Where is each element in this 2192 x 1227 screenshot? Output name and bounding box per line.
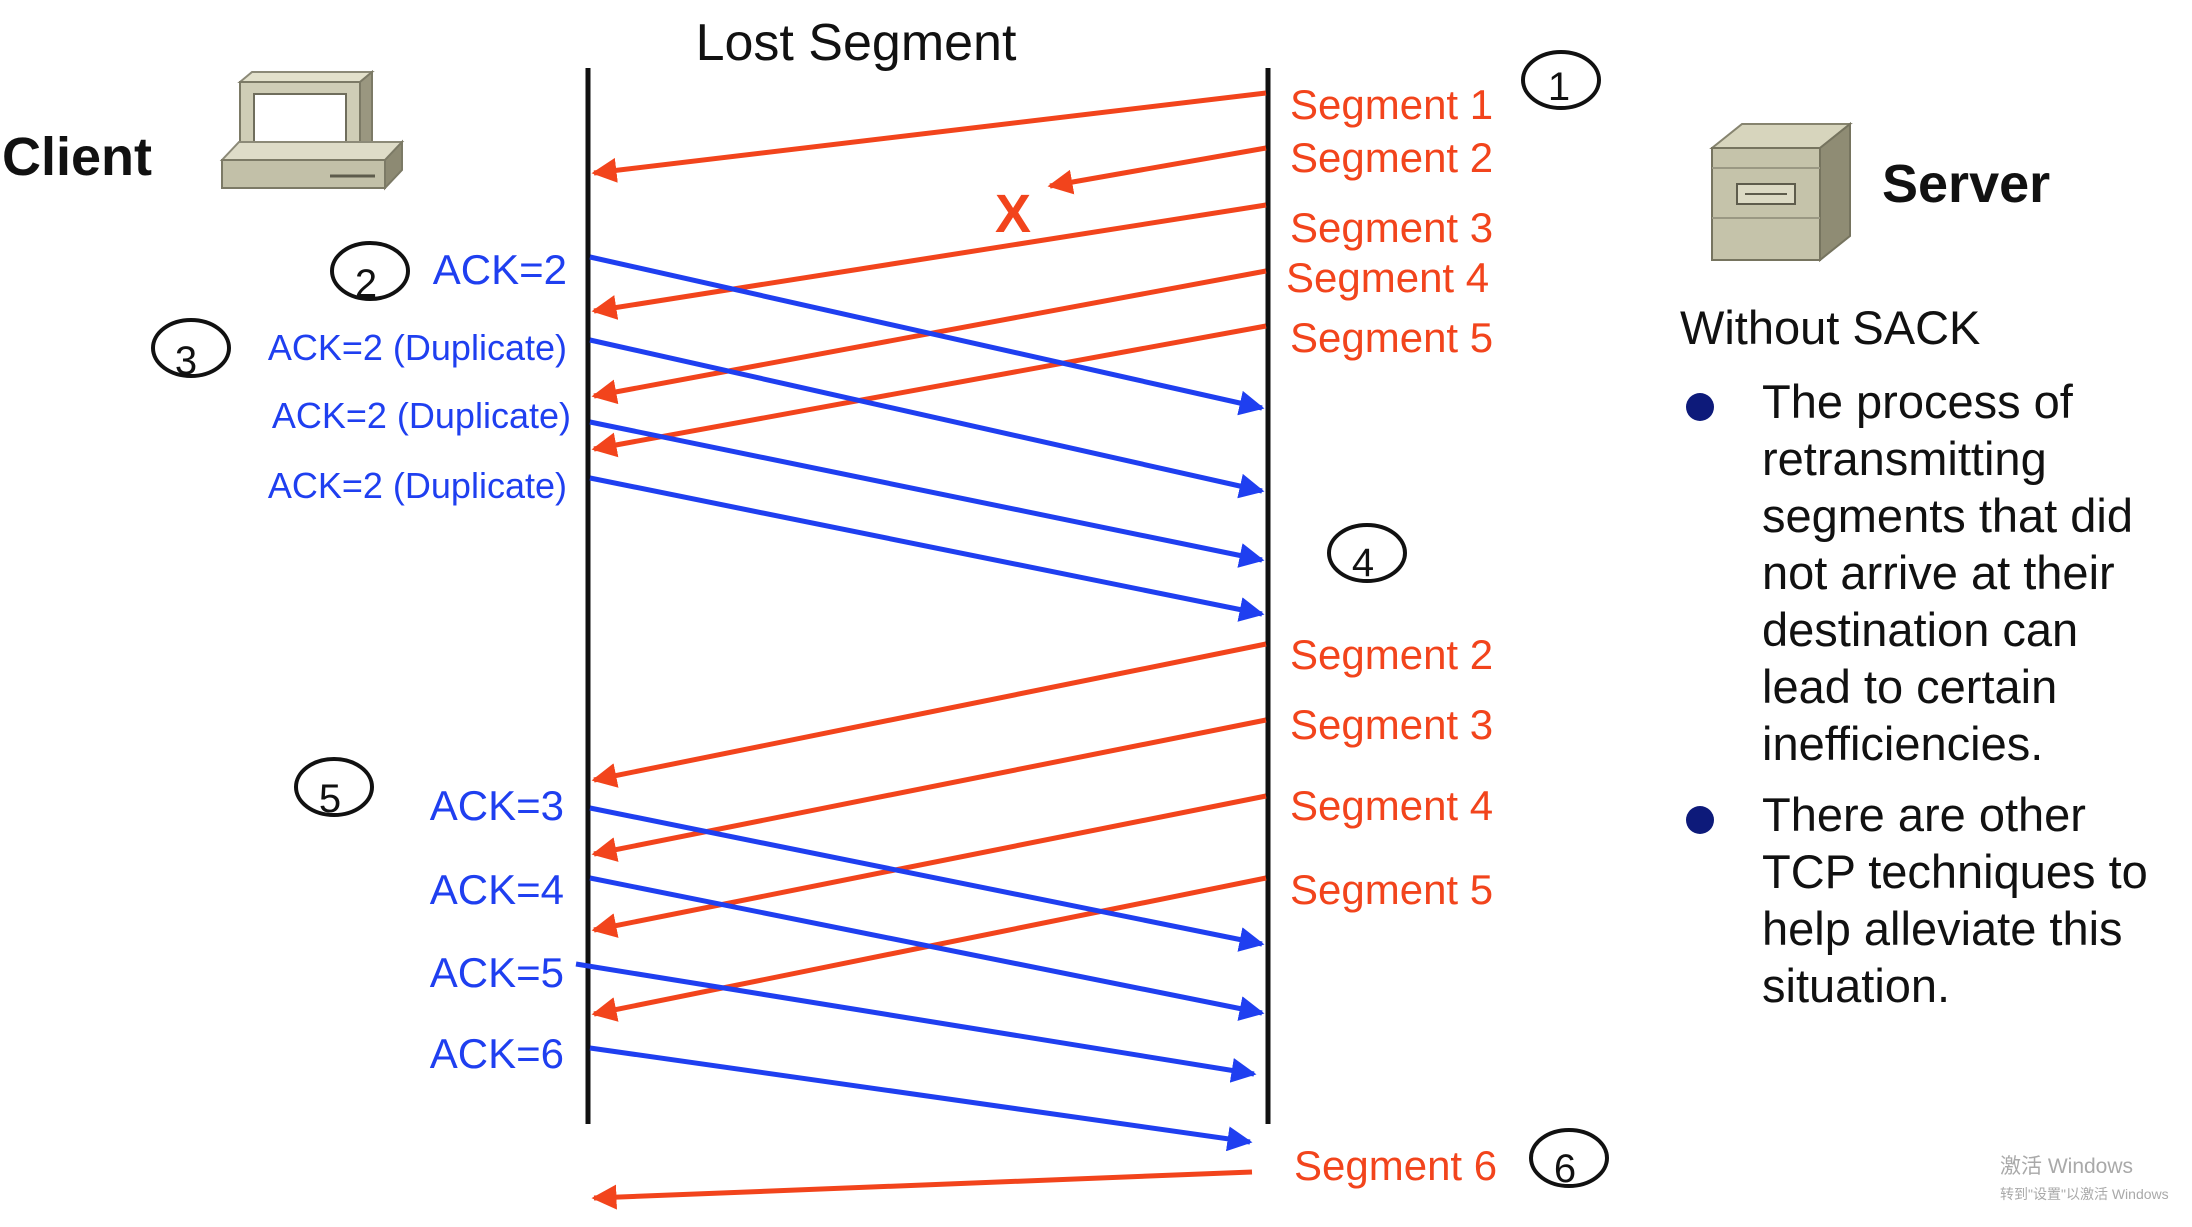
explanation-panel: Without SACK The process of retransmitti… [1680,300,2180,1028]
segment-3-arrow [591,202,1267,320]
ack-3-arrow [589,805,1265,952]
step-circle [294,757,374,817]
bullet-text: The process of retransmitting segments t… [1762,375,2133,770]
ack-label: ACK=3 [430,782,564,829]
segment-label: Segment 5 [1290,866,1493,913]
bullet-item: The process of retransmitting segments t… [1680,373,2180,772]
client-label: Client [2,127,152,187]
computer-icon [219,69,405,191]
segment-6-arrow [591,1169,1253,1210]
lost-segment-marker: X [995,184,1031,244]
ack-2-arrow [589,254,1265,416]
ack-label: ACK=6 [430,1030,564,1077]
ack-2-duplicate-3-arrow [589,475,1265,622]
step-number: 1 [1548,65,1570,109]
ack-label: ACK=4 [430,866,564,913]
ack-label: ACK=2 (Duplicate) [268,465,567,506]
ack-label: ACK=5 [430,949,564,996]
panel-heading: Without SACK [1680,301,1981,354]
diagram-title: Lost Segment [696,14,1017,72]
ack-6-arrow [589,1045,1253,1152]
bullet-item: There are other TCP techniques to help a… [1680,786,2180,1014]
step-circle [330,241,410,301]
segment-label: Segment 5 [1290,314,1493,361]
watermark-line-2: 转到"设置"以激活 Windows [2000,1186,2169,1202]
segment-label: Segment 2 [1290,134,1493,181]
ack-2-duplicate-1-arrow [589,337,1265,499]
bullet-dot-icon [1686,393,1714,421]
step-number: 5 [319,777,341,821]
bullet-list: The process of retransmitting segments t… [1680,373,2180,1014]
step-circle [1529,1128,1609,1188]
server-icon [1709,121,1853,263]
step-number: 6 [1554,1147,1576,1191]
ack-label: ACK=2 (Duplicate) [272,395,571,436]
bullet-text: There are other TCP techniques to help a… [1762,788,2148,1012]
ack-label: ACK=2 [433,246,567,293]
step-circle [151,318,231,378]
segment-2-retransmit-arrow [591,641,1267,788]
watermark-line-1: 激活 Windows [2000,1155,2134,1178]
segment-4-retransmit-arrow [591,793,1267,938]
segment-label: Segment 4 [1290,782,1493,829]
ack-4-arrow [589,875,1265,1021]
segment-label: Segment 1 [1290,81,1493,128]
segment-2-lost-arrow [1047,145,1267,195]
segment-label: Segment 3 [1290,204,1493,251]
ack-label: ACK=2 (Duplicate) [268,327,567,368]
server-label: Server [1882,154,2050,214]
ack-2-duplicate-2-arrow [589,419,1265,568]
step-circle [1521,50,1601,110]
step-number: 3 [175,339,197,383]
segment-5-arrow [591,323,1267,458]
segment-label: Segment 3 [1290,701,1493,748]
step-circle [1327,523,1407,583]
segment-label: Segment 2 [1290,631,1493,678]
step-number: 2 [355,262,377,306]
segment-label: Segment 6 [1294,1142,1497,1189]
segment-label: Segment 4 [1286,254,1489,301]
ack-5-arrow [575,961,1257,1083]
step-number: 4 [1352,541,1374,585]
segment-3-retransmit-arrow [591,717,1267,862]
segment-1-arrow [591,90,1267,183]
windows-activation-watermark: 激活 Windows 转到"设置"以激活 Windows [2000,1150,2169,1204]
bullet-dot-icon [1686,806,1714,834]
